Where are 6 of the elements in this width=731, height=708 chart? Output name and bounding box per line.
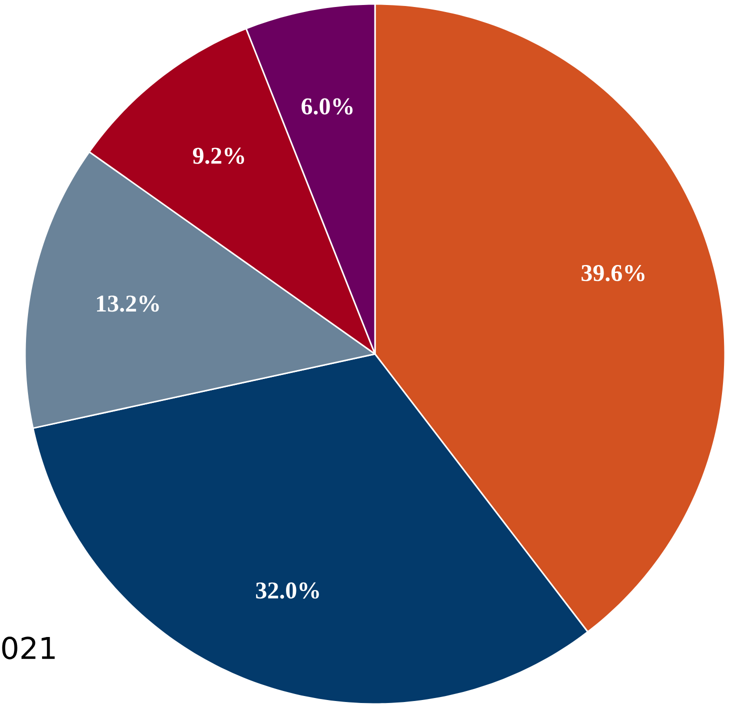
data-label: 32.0% xyxy=(256,582,319,599)
text: 021 xyxy=(2,636,55,660)
data-label: 6.0% xyxy=(302,98,353,115)
data-label: 13.2% xyxy=(97,296,159,312)
data-label: 39.6% xyxy=(582,264,644,282)
data-label: 9.2% xyxy=(192,148,244,164)
